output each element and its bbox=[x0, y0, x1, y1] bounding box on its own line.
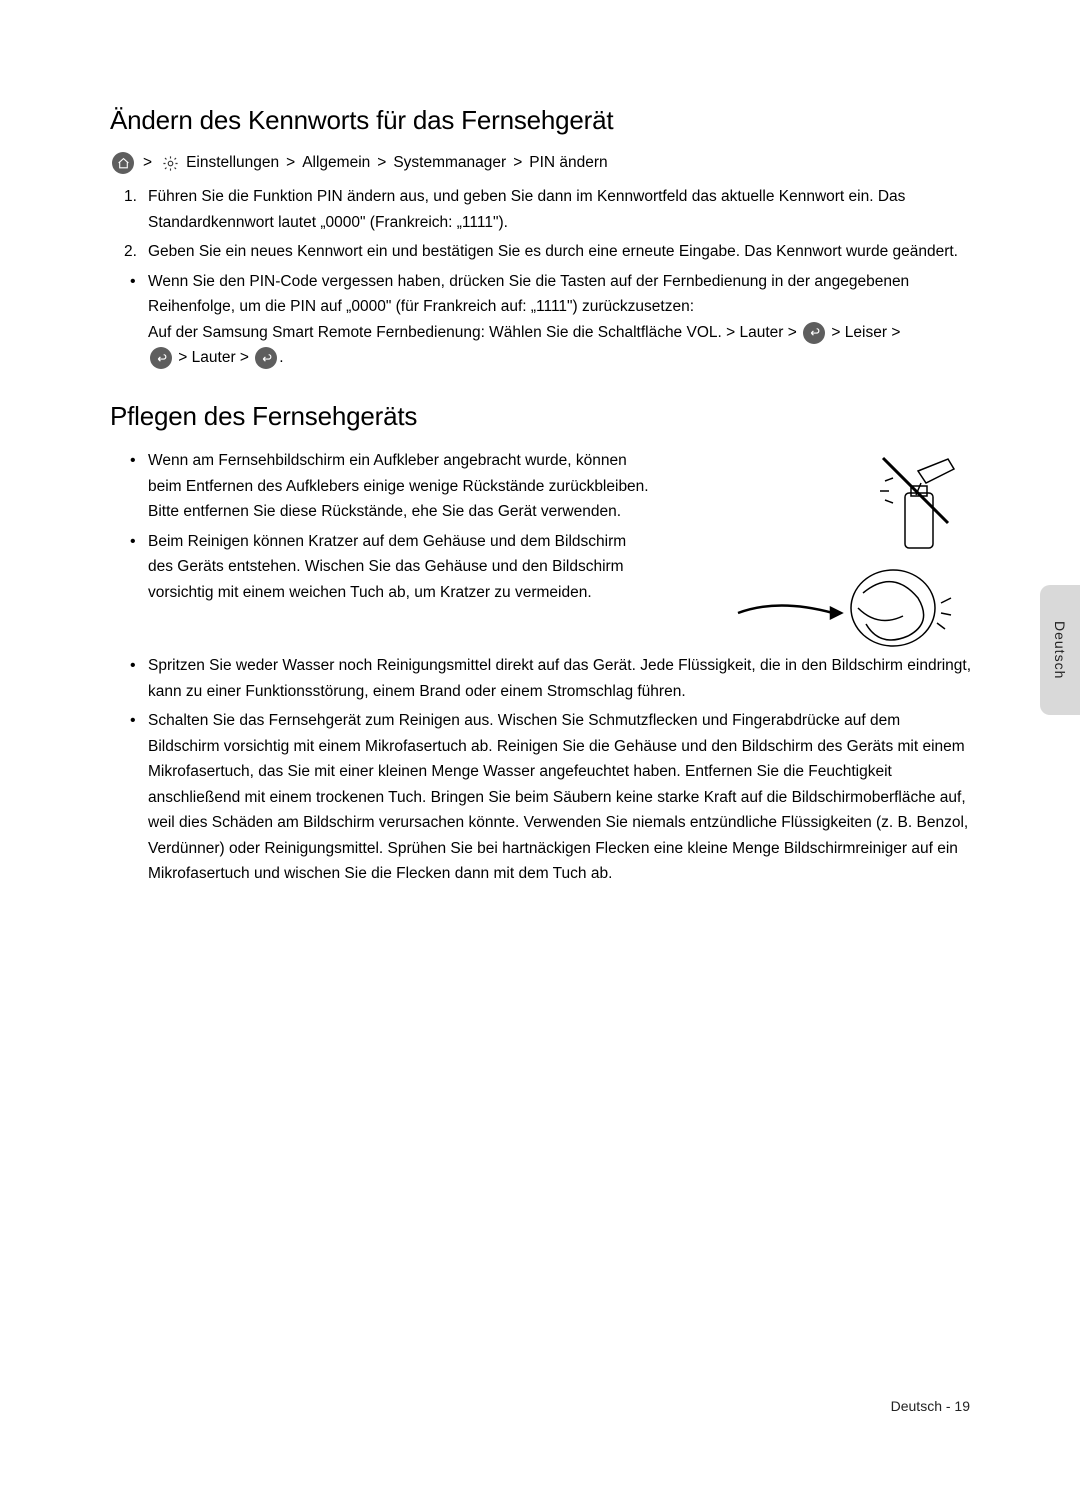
right-col bbox=[670, 448, 975, 653]
list-text: Auf der Samsung Smart Remote Fernbedienu… bbox=[148, 324, 687, 341]
lauter-label: Lauter bbox=[192, 349, 236, 366]
breadcrumb-item: Allgemein bbox=[302, 154, 370, 172]
breadcrumb-sep: > bbox=[143, 154, 152, 172]
sep: > bbox=[827, 324, 845, 341]
end: . bbox=[279, 349, 283, 366]
sep: > bbox=[174, 349, 192, 366]
list-item: Schalten Sie das Fernsehgerät zum Reinig… bbox=[128, 708, 975, 887]
sep: > bbox=[726, 324, 739, 341]
list-text: Geben Sie ein neues Kennwort ein und bes… bbox=[148, 243, 958, 260]
list-text: Spritzen Sie weder Wasser noch Reinigung… bbox=[148, 657, 971, 700]
sep: > bbox=[887, 324, 900, 341]
list-num: 2. bbox=[124, 239, 137, 265]
cleaning-illustration bbox=[683, 453, 963, 653]
list-item: Wenn Sie den PIN-Code vergessen haben, d… bbox=[128, 269, 975, 371]
home-icon bbox=[112, 152, 134, 174]
list-text: Schalten Sie das Fernsehgerät zum Reinig… bbox=[148, 712, 968, 882]
heading-password: Ändern des Kennworts für das Fernsehgerä… bbox=[110, 105, 975, 136]
dot: . bbox=[718, 324, 727, 341]
breadcrumb-sep: > bbox=[377, 154, 386, 172]
gear-icon bbox=[161, 154, 179, 172]
bullet-list: Wenn Sie den PIN-Code vergessen haben, d… bbox=[128, 269, 975, 371]
numbered-list: 1. Führen Sie die Funktion PIN ändern au… bbox=[128, 184, 975, 265]
list-text-bold: PIN ändern bbox=[317, 188, 395, 205]
breadcrumb-sep: > bbox=[513, 154, 522, 172]
return-icon bbox=[255, 347, 277, 369]
left-col: Wenn am Fernsehbildschirm ein Aufkleber … bbox=[110, 448, 650, 653]
list-text: Wenn am Fernsehbildschirm ein Aufkleber … bbox=[148, 452, 649, 520]
lauter-label: Lauter bbox=[740, 324, 784, 341]
breadcrumb-item: Einstellungen bbox=[186, 154, 279, 172]
list-text: Wenn Sie den PIN-Code vergessen haben, d… bbox=[148, 273, 909, 316]
breadcrumb-item: Systemmanager bbox=[393, 154, 506, 172]
two-column: Wenn am Fernsehbildschirm ein Aufkleber … bbox=[110, 448, 975, 653]
list-num: 1. bbox=[124, 184, 137, 210]
return-icon bbox=[150, 347, 172, 369]
list-item: 2. Geben Sie ein neues Kennwort ein und … bbox=[128, 239, 975, 265]
leiser-label: Leiser bbox=[845, 324, 887, 341]
list-text-pre: Führen Sie die Funktion bbox=[148, 188, 317, 205]
sep: > bbox=[783, 324, 801, 341]
list-item: Spritzen Sie weder Wasser noch Reinigung… bbox=[128, 653, 975, 704]
section-care: Pflegen des Fernsehgeräts Wenn am Fernse… bbox=[110, 401, 975, 887]
list-text: Beim Reinigen können Kratzer auf dem Geh… bbox=[148, 533, 626, 601]
language-tab: Deutsch bbox=[1040, 585, 1080, 715]
bullet-list: Wenn am Fernsehbildschirm ein Aufkleber … bbox=[128, 448, 650, 605]
list-item: 1. Führen Sie die Funktion PIN ändern au… bbox=[128, 184, 975, 235]
heading-care: Pflegen des Fernsehgeräts bbox=[110, 401, 975, 432]
vol-label: VOL bbox=[687, 324, 718, 341]
list-item: Beim Reinigen können Kratzer auf dem Geh… bbox=[128, 529, 650, 606]
breadcrumb-item: PIN ändern bbox=[529, 154, 607, 172]
breadcrumb: > Einstellungen > Allgemein > Systemmana… bbox=[110, 152, 975, 174]
bullet-list: Spritzen Sie weder Wasser noch Reinigung… bbox=[128, 653, 975, 887]
breadcrumb-sep: > bbox=[286, 154, 295, 172]
page-content: Ändern des Kennworts für das Fernsehgerä… bbox=[0, 0, 1080, 887]
list-item: Wenn am Fernsehbildschirm ein Aufkleber … bbox=[128, 448, 650, 525]
page-footer: Deutsch - 19 bbox=[891, 1398, 970, 1414]
sep: > bbox=[236, 349, 254, 366]
return-icon bbox=[803, 322, 825, 344]
language-label: Deutsch bbox=[1052, 621, 1068, 679]
